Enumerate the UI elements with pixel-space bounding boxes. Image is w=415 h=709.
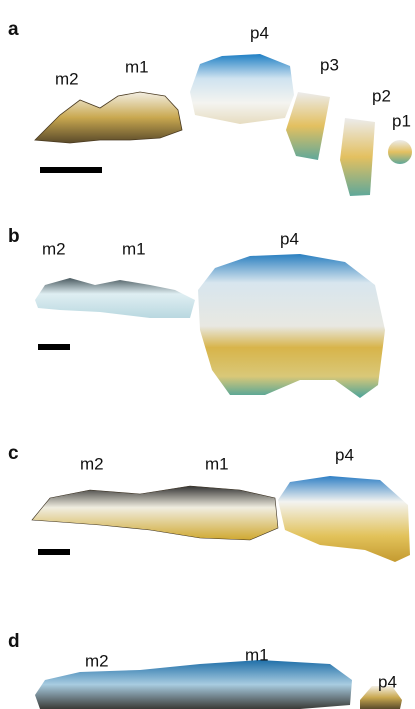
- tooth-label: p1: [392, 111, 411, 130]
- tooth-label: m2: [80, 454, 104, 473]
- scale-bar: [40, 167, 102, 173]
- tooth-label: m2: [42, 239, 66, 258]
- tooth-label: p4: [335, 445, 354, 464]
- tooth-label: p4: [378, 672, 397, 691]
- panel-c-image: [32, 476, 410, 562]
- panel-a-image: [35, 54, 412, 196]
- tooth-label: p4: [280, 229, 299, 248]
- page: {"panels": [ {"label": "a", "teeth": ["m…: [0, 0, 415, 709]
- tooth-label: m1: [205, 454, 229, 473]
- tooth-label: p2: [372, 86, 391, 105]
- tooth-label: m1: [245, 645, 269, 664]
- tooth-label: m1: [125, 57, 149, 76]
- tooth-label: p3: [320, 55, 339, 74]
- panel-b-image: [35, 254, 385, 398]
- panel-letter: a: [8, 19, 19, 40]
- figure: a m2 m1 p4 p3 p2p1 b m2 m1 p4 c m2 m1 p4 d m2 m1 p4: [0, 0, 415, 709]
- panel-letter: c: [8, 443, 19, 464]
- panel-letter: b: [8, 226, 20, 247]
- tooth-label: m2: [55, 69, 79, 88]
- tooth-label: m2: [85, 651, 109, 670]
- scale-bar: [38, 549, 70, 555]
- scale-bar: [38, 344, 70, 350]
- panel-letter: d: [8, 631, 20, 652]
- tooth-label: m1: [122, 239, 146, 258]
- tooth-label: p4: [250, 23, 269, 42]
